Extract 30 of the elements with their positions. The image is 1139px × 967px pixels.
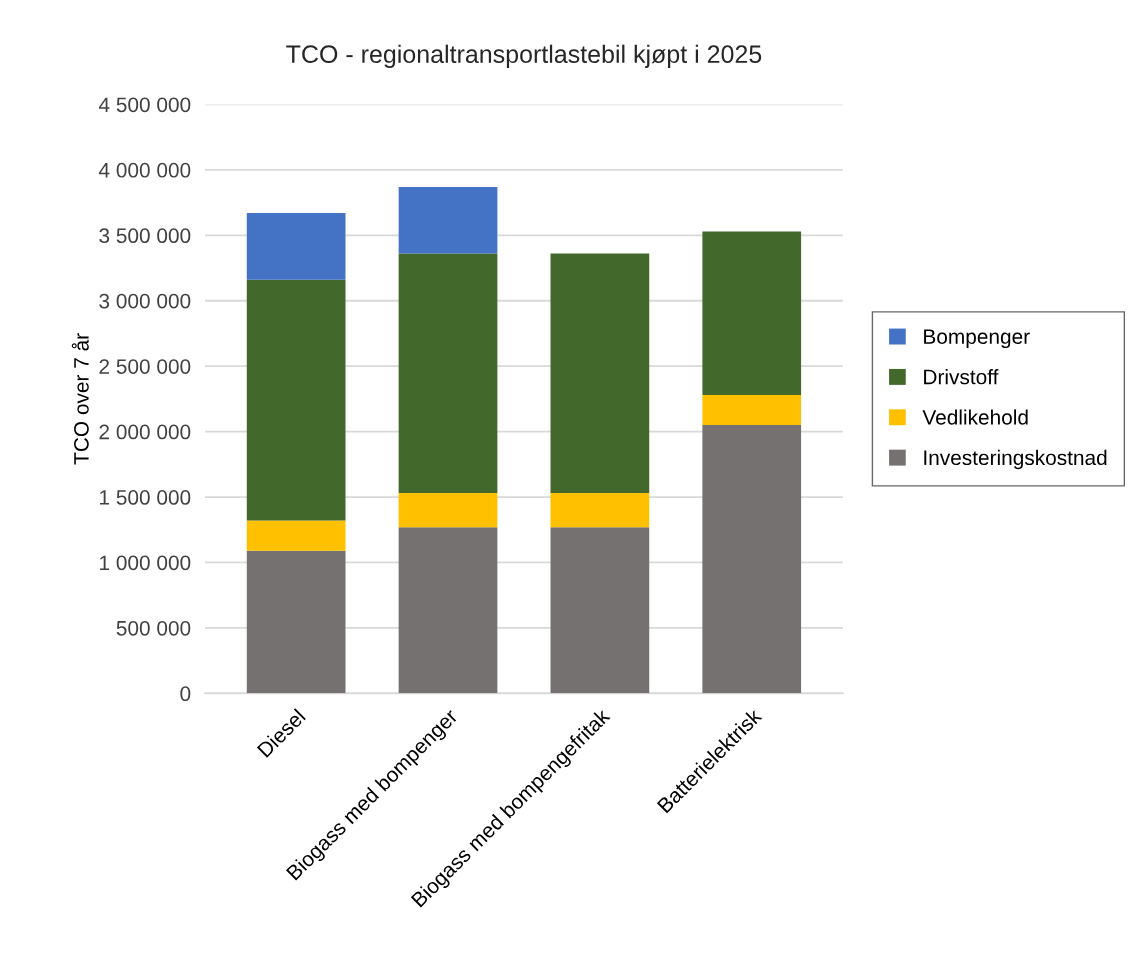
bar xyxy=(246,279,346,521)
bar xyxy=(246,520,346,551)
y-tick-label: 2 000 000 xyxy=(99,424,191,440)
bar xyxy=(398,527,498,694)
y-tick-label: 500 000 xyxy=(116,620,191,636)
chart-title: TCO - regionaltransportlastebil kjøpt i 2025 xyxy=(286,44,762,68)
bar xyxy=(550,493,650,528)
legend-label: Drivstoff xyxy=(924,369,999,385)
y-tick-label: 2 500 000 xyxy=(99,359,191,374)
bar xyxy=(702,394,802,426)
bar xyxy=(398,253,498,494)
bar xyxy=(398,186,498,254)
y-tick-label: 4 000 000 xyxy=(98,162,191,178)
bar xyxy=(702,425,802,694)
bar xyxy=(550,253,650,494)
y-tick-label: 3 000 000 xyxy=(99,293,191,309)
y-axis-title: TCO over 7 år xyxy=(71,333,89,465)
legend-label: Investeringskostnad xyxy=(924,449,1107,470)
bar xyxy=(702,231,802,395)
y-tick-label: 4 500 000 xyxy=(98,97,191,113)
bar xyxy=(246,550,346,694)
legend-label: Vedlikehold xyxy=(922,409,1028,425)
bar xyxy=(398,493,498,528)
y-tick-label: 3 500 000 xyxy=(99,228,191,244)
legend-label: Bompenger xyxy=(924,329,1030,349)
y-tick-label: 1 500 000 xyxy=(100,490,191,505)
y-tick-label: 0 xyxy=(180,686,191,702)
y-tick-label: 1 000 000 xyxy=(100,555,191,571)
bar xyxy=(550,527,650,694)
bar xyxy=(246,213,346,280)
